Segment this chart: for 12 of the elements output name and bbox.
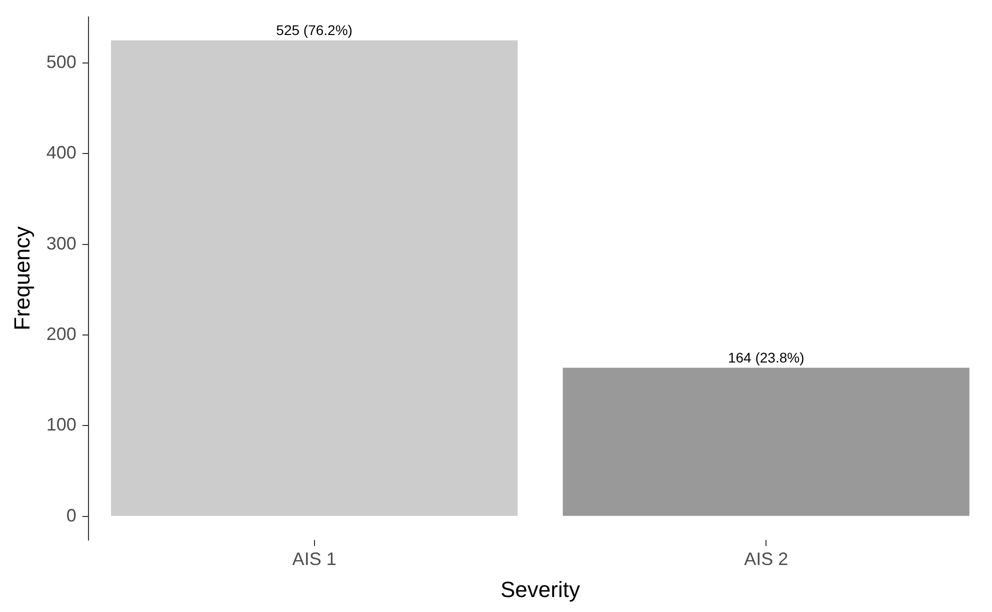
y-tick-label: 500 <box>46 52 76 72</box>
y-axis-title: Frequency <box>9 226 34 330</box>
y-tick-label: 100 <box>46 414 76 435</box>
y-tick-label: 400 <box>46 142 76 163</box>
data-label: 164 (23.8%) <box>728 350 804 366</box>
x-axis-title: Severity <box>500 576 580 602</box>
y-tick-label: 200 <box>46 324 76 344</box>
x-tick-label: AIS 2 <box>744 548 788 569</box>
x-tick-label: AIS 1 <box>292 548 336 569</box>
data-label: 525 (76.2%) <box>276 22 352 38</box>
y-tick-label: 0 <box>66 505 76 526</box>
y-tick-label: 300 <box>46 233 76 254</box>
